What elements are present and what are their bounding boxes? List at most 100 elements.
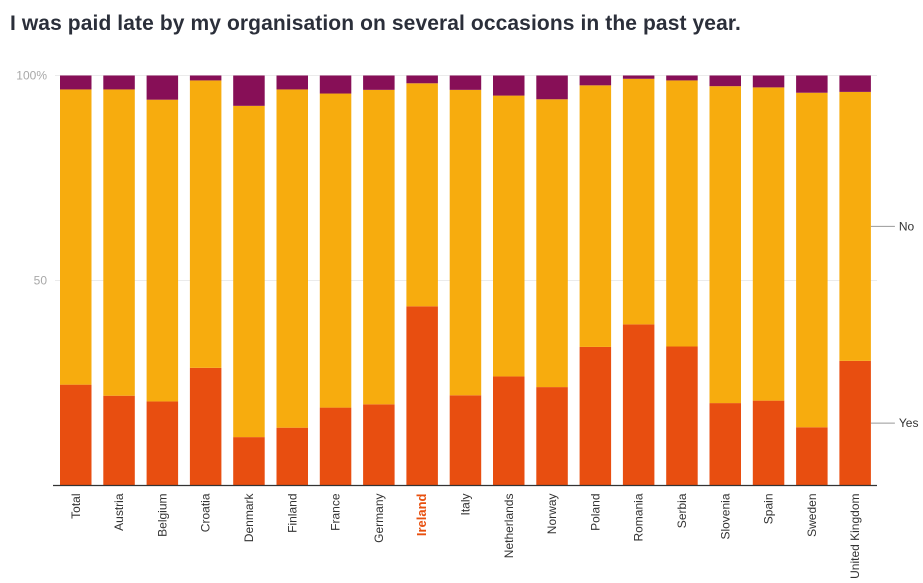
bar-segment-other[interactable] (363, 75, 395, 90)
bar-segment-no[interactable] (493, 95, 525, 377)
bar-segment-other[interactable] (276, 75, 309, 90)
bar-group[interactable] (839, 75, 871, 486)
bar-group[interactable] (319, 75, 352, 486)
bar-segment-no[interactable] (666, 80, 698, 347)
x-tick-label: Belgium (155, 494, 169, 537)
bar-segment-other[interactable] (319, 75, 352, 94)
legend-label-no: No (899, 219, 915, 233)
legend: No Yes (870, 219, 919, 430)
bar-segment-no[interactable] (363, 89, 395, 405)
bar-segment-other[interactable] (449, 75, 482, 90)
bar-segment-no[interactable] (103, 89, 135, 396)
bar-segment-yes[interactable] (363, 404, 395, 486)
bar-segment-yes[interactable] (796, 427, 828, 486)
bar-segment-no[interactable] (146, 99, 179, 402)
bar-segment-other[interactable] (493, 75, 525, 96)
bar-group[interactable] (363, 75, 395, 486)
bar-segment-other[interactable] (579, 75, 612, 86)
bar-segment-other[interactable] (189, 75, 222, 81)
bar-segment-no[interactable] (276, 89, 309, 428)
bar-group[interactable] (709, 75, 742, 486)
bar-group[interactable] (622, 75, 655, 486)
chart-title: I was paid late by my organisation on se… (10, 12, 741, 35)
y-axis: 100% 50 (16, 69, 47, 288)
bar-segment-no[interactable] (319, 93, 352, 408)
bar-segment-yes[interactable] (839, 360, 871, 486)
bar-group[interactable] (60, 75, 92, 486)
x-tick-label: Italy (458, 494, 472, 516)
bar-group[interactable] (449, 75, 482, 486)
bar-group[interactable] (146, 75, 179, 486)
bar-segment-no[interactable] (406, 83, 438, 307)
x-tick-label: Total (69, 494, 83, 519)
bar-segment-yes[interactable] (536, 387, 568, 486)
bar-segment-no[interactable] (752, 87, 785, 401)
x-tick-label: Romania (632, 493, 646, 541)
bar-group[interactable] (536, 75, 568, 486)
x-axis: Total Austria Belgium Croatia Denmark Finland… (53, 484, 877, 579)
bar-segment-other[interactable] (60, 75, 92, 90)
x-tick-label: Denmark (242, 493, 256, 543)
x-tick-label: Austria (112, 493, 126, 531)
x-tick-label: Netherlands (502, 494, 516, 559)
bar-segment-no[interactable] (536, 99, 568, 388)
bar-segment-other[interactable] (839, 75, 871, 92)
y-tick-label: 100% (16, 69, 47, 83)
bar-segment-other[interactable] (406, 75, 438, 84)
bar-segment-no[interactable] (233, 105, 265, 438)
bar-segment-other[interactable] (536, 75, 568, 100)
y-tick-label: 50 (34, 274, 48, 288)
bar-segment-no[interactable] (839, 91, 871, 361)
bar-segment-no[interactable] (796, 92, 828, 428)
bar-group[interactable] (233, 75, 265, 486)
bar-segment-other[interactable] (796, 75, 828, 93)
bar-segment-yes[interactable] (103, 395, 135, 486)
bar-segment-other[interactable] (622, 75, 655, 79)
x-tick-label: Slovenia (718, 493, 732, 539)
x-tick-label: Croatia (199, 493, 213, 532)
bar-segment-no[interactable] (579, 85, 612, 347)
x-tick-label: Serbia (675, 493, 689, 528)
bar-segment-yes[interactable] (406, 306, 438, 486)
bar-group[interactable] (666, 75, 698, 486)
bar-segment-no[interactable] (709, 86, 742, 404)
bar-group[interactable] (276, 75, 309, 486)
bar-group[interactable] (752, 75, 785, 486)
bar-segment-yes[interactable] (60, 384, 92, 486)
x-tick-label: Sweden (805, 494, 819, 537)
bar-segment-yes[interactable] (276, 427, 309, 486)
bar-segment-yes[interactable] (752, 400, 785, 486)
bar-segment-other[interactable] (233, 75, 265, 106)
bar-segment-yes[interactable] (449, 395, 482, 486)
bar-segment-no[interactable] (189, 80, 222, 368)
bar-group[interactable] (579, 75, 612, 486)
bar-segment-yes[interactable] (319, 407, 352, 486)
bar-segment-yes[interactable] (233, 437, 265, 486)
bar-segment-yes[interactable] (189, 367, 222, 486)
bars (60, 75, 871, 486)
bar-segment-yes[interactable] (146, 401, 179, 486)
legend-label-yes: Yes (899, 416, 919, 430)
bar-segment-other[interactable] (666, 75, 698, 81)
bar-group[interactable] (103, 75, 135, 486)
bar-segment-no[interactable] (622, 78, 655, 325)
bar-segment-other[interactable] (709, 75, 742, 87)
x-tick-label: France (329, 493, 343, 531)
x-tick-label: Spain (762, 494, 776, 525)
bar-segment-yes[interactable] (666, 346, 698, 486)
bar-group[interactable] (493, 75, 525, 486)
bar-segment-yes[interactable] (622, 324, 655, 486)
bar-segment-yes[interactable] (709, 403, 742, 486)
bar-group[interactable] (406, 75, 438, 486)
x-tick-label: Ireland (414, 493, 429, 536)
bar-segment-yes[interactable] (579, 346, 612, 486)
bar-segment-no[interactable] (60, 89, 92, 385)
bar-segment-no[interactable] (449, 89, 482, 396)
bar-segment-other[interactable] (103, 75, 135, 90)
bar-segment-other[interactable] (752, 75, 785, 88)
bar-segment-yes[interactable] (493, 376, 525, 486)
bar-group[interactable] (796, 75, 828, 486)
bar-segment-other[interactable] (146, 75, 179, 100)
bar-group[interactable] (189, 75, 222, 486)
